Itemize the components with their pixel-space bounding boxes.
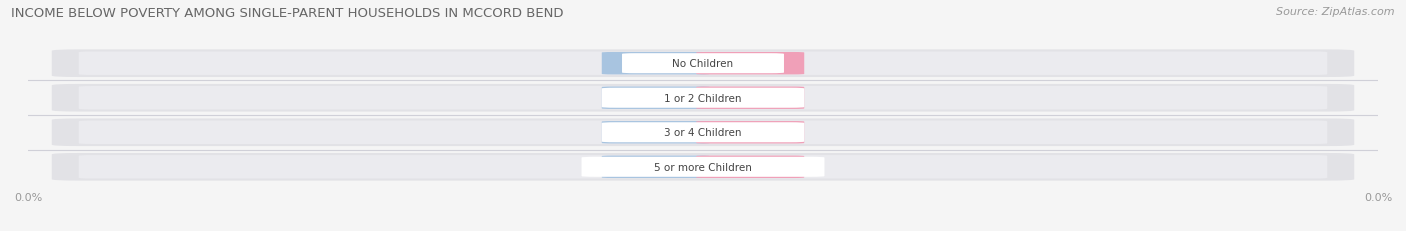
FancyBboxPatch shape (696, 122, 804, 144)
Text: 0.0%: 0.0% (641, 93, 671, 103)
Text: 0.0%: 0.0% (735, 128, 765, 138)
FancyBboxPatch shape (52, 153, 1354, 181)
FancyBboxPatch shape (602, 156, 710, 178)
Text: 3 or 4 Children: 3 or 4 Children (664, 128, 742, 138)
Text: 0.0%: 0.0% (641, 128, 671, 138)
FancyBboxPatch shape (52, 119, 1354, 146)
FancyBboxPatch shape (602, 88, 804, 108)
FancyBboxPatch shape (52, 50, 1354, 78)
FancyBboxPatch shape (696, 156, 804, 178)
FancyBboxPatch shape (79, 87, 1327, 110)
FancyBboxPatch shape (79, 52, 1327, 76)
Text: INCOME BELOW POVERTY AMONG SINGLE-PARENT HOUSEHOLDS IN MCCORD BEND: INCOME BELOW POVERTY AMONG SINGLE-PARENT… (11, 7, 564, 20)
FancyBboxPatch shape (696, 87, 804, 109)
FancyBboxPatch shape (602, 123, 804, 143)
FancyBboxPatch shape (79, 121, 1327, 144)
FancyBboxPatch shape (602, 122, 710, 144)
Text: 5 or more Children: 5 or more Children (654, 162, 752, 172)
Text: 0.0%: 0.0% (641, 162, 671, 172)
Text: 0.0%: 0.0% (735, 59, 765, 69)
Text: No Children: No Children (672, 59, 734, 69)
Text: 1 or 2 Children: 1 or 2 Children (664, 93, 742, 103)
FancyBboxPatch shape (52, 85, 1354, 112)
Text: Source: ZipAtlas.com: Source: ZipAtlas.com (1277, 7, 1395, 17)
Text: 0.0%: 0.0% (735, 162, 765, 172)
FancyBboxPatch shape (582, 157, 824, 177)
FancyBboxPatch shape (79, 155, 1327, 179)
FancyBboxPatch shape (602, 87, 710, 109)
FancyBboxPatch shape (696, 53, 804, 75)
Text: 0.0%: 0.0% (641, 59, 671, 69)
FancyBboxPatch shape (602, 53, 710, 75)
FancyBboxPatch shape (621, 54, 785, 74)
Text: 0.0%: 0.0% (735, 93, 765, 103)
